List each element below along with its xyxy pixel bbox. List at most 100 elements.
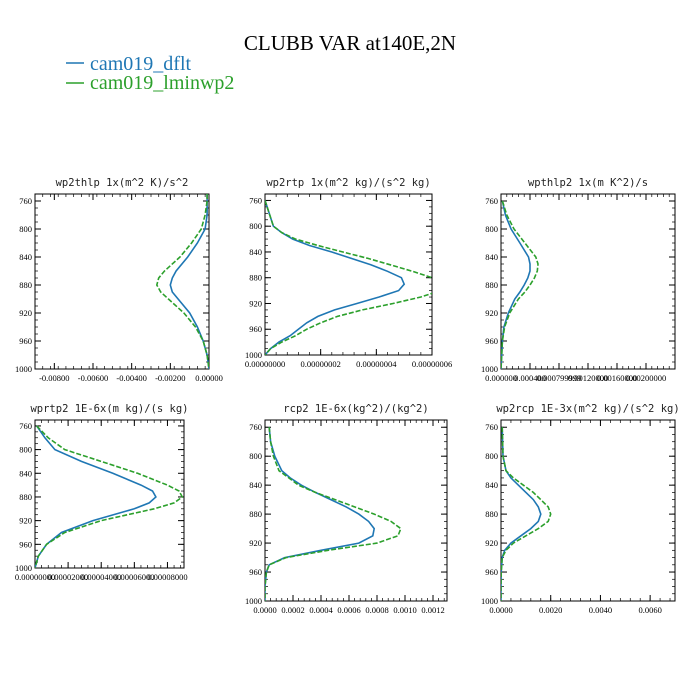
y-tick-label: 760 <box>249 195 262 205</box>
x-tick-label: -0.00200 <box>155 373 185 383</box>
x-tick-label: 0.00008000 <box>147 572 187 582</box>
x-tick-label: 0.00000000 <box>245 359 285 369</box>
x-tick-label: -0.00600 <box>78 373 108 383</box>
x-tick-label: 0.00000 <box>195 373 223 383</box>
panel-title: wprtp2 1E-6x(m kg)/(s kg) <box>30 403 188 415</box>
x-tick-label: 0.00000000 <box>15 572 55 582</box>
series-line-lminwp2 <box>35 425 184 568</box>
y-tick-label: 880 <box>19 492 32 502</box>
y-tick-label: 760 <box>485 196 498 206</box>
legend-label-lminwp2: cam019_lminwp2 <box>90 72 234 94</box>
axes-frame <box>500 193 676 370</box>
x-tick-label: 0.00006000 <box>114 572 154 582</box>
y-tick-label: 800 <box>19 445 32 455</box>
x-tick-label: 0.00200000 <box>626 373 666 383</box>
y-tick-label: 760 <box>249 422 262 432</box>
axes-frame <box>264 193 433 356</box>
axes-frame <box>500 419 676 602</box>
y-tick-label: 840 <box>485 252 498 262</box>
y-tick-label: 800 <box>249 221 262 231</box>
series-line-lminwp2 <box>501 427 552 601</box>
panel-title: rcp2 1E-6x(kg^2)/(kg^2) <box>283 403 428 415</box>
x-tick-label: 0.0000 <box>253 605 276 615</box>
panel-3: wpthlp2 1x(m K^2)/s 760 800 840 880 920 960 100… <box>481 177 676 383</box>
panel-4: wprtp2 1E-6x(m kg)/(s kg) 760 800 840 880 920… <box>15 403 189 582</box>
y-tick-label: 800 <box>485 224 498 234</box>
x-tick-label: -0.00400 <box>116 373 146 383</box>
y-tick-label: 1000 <box>15 364 32 374</box>
y-tick-label: 800 <box>485 451 498 461</box>
panel-title: wp2rtp 1x(m^2 kg)/(s^2 kg) <box>266 177 430 189</box>
y-tick-label: 760 <box>19 421 32 431</box>
x-tick-label: 0.0060 <box>638 605 661 615</box>
x-tick-label: 0.00002000 <box>48 572 88 582</box>
y-tick-label: 960 <box>19 336 32 346</box>
y-tick-label: 960 <box>485 567 498 577</box>
y-tick-label: 960 <box>19 539 32 549</box>
y-tick-label: 920 <box>485 308 498 318</box>
x-tick-label: 0.00004000 <box>81 572 121 582</box>
x-tick-label: 0.000400 <box>514 373 546 383</box>
legend-label-dflt: cam019_dflt <box>90 53 192 75</box>
y-tick-label: 840 <box>249 480 262 490</box>
y-tick-label: 880 <box>485 509 498 519</box>
series-line-lminwp2 <box>155 194 209 369</box>
axes-frame <box>264 419 448 602</box>
y-tick-label: 800 <box>249 451 262 461</box>
x-tick-label: 0.000799999 <box>537 373 582 383</box>
panel-2: wp2rtp 1x(m^2 kg)/(s^2 kg) 760 800 840 880 92… <box>245 177 452 369</box>
y-tick-label: 920 <box>249 538 262 548</box>
y-tick-label: 840 <box>19 252 32 262</box>
y-tick-label: 840 <box>249 247 262 257</box>
x-tick-label: 0.0012 <box>421 605 444 615</box>
y-tick-label: 920 <box>19 516 32 526</box>
y-tick-label: 1000 <box>245 350 262 360</box>
x-tick-label: 0.000000 <box>485 373 517 383</box>
y-tick-label: 920 <box>249 298 262 308</box>
panel-1: wp2thlp 1x(m^2 K)/s^2 760 800 840 880 920 960 1… <box>15 177 223 383</box>
panel-title: wp2rcp 1E-3x(m^2 kg)/(s^2 kg) <box>496 403 679 415</box>
y-tick-label: 880 <box>19 280 32 290</box>
panel-title: wpthlp2 1x(m K^2)/s <box>528 177 648 189</box>
y-tick-label: 760 <box>19 196 32 206</box>
x-tick-label: 0.0006 <box>337 605 360 615</box>
y-tick-label: 920 <box>19 308 32 318</box>
panel-6: wp2rcp 1E-3x(m^2 kg)/(s^2 kg) 760 800 840 88… <box>481 403 680 615</box>
y-tick-label: 960 <box>249 324 262 334</box>
series-line-lminwp2 <box>265 427 402 601</box>
x-tick-label: 0.00120000 <box>568 373 608 383</box>
x-tick-label: 0.00000002 <box>300 359 340 369</box>
y-tick-label: 1000 <box>245 596 262 606</box>
series-line-dflt <box>169 194 209 369</box>
axes-frame <box>34 419 185 569</box>
y-tick-label: 960 <box>485 336 498 346</box>
y-tick-label: 880 <box>485 280 498 290</box>
y-tick-label: 1000 <box>481 364 498 374</box>
series-line-dflt <box>265 200 406 355</box>
legend: cam019_dflt cam019_lminwp2 <box>66 53 234 94</box>
x-tick-label: 0.00160000 <box>597 373 637 383</box>
x-tick-label: -0.00800 <box>39 373 69 383</box>
x-tick-label: 0.0040 <box>589 605 612 615</box>
x-tick-label: 0.0010 <box>393 605 416 615</box>
panel-title: wp2thlp 1x(m^2 K)/s^2 <box>56 177 189 189</box>
panel-5: rcp2 1E-6x(kg^2)/(kg^2) 760 800 840 880 920 96… <box>245 403 448 615</box>
y-tick-label: 840 <box>19 468 32 478</box>
panel-grid: wp2thlp 1x(m^2 K)/s^2 760 800 840 880 920 960 1… <box>15 177 680 615</box>
x-tick-label: 0.0008 <box>365 605 388 615</box>
x-tick-label: 0.0000 <box>489 605 512 615</box>
x-tick-label: 0.0004 <box>309 605 333 615</box>
y-tick-label: 920 <box>485 538 498 548</box>
series-line-dflt <box>501 200 531 369</box>
series-line-dflt <box>35 425 157 568</box>
axes-frame <box>34 193 210 370</box>
series-line-lminwp2 <box>265 200 432 355</box>
x-tick-label: 0.00000006 <box>412 359 452 369</box>
series-line-dflt <box>265 427 376 601</box>
y-tick-label: 1000 <box>15 563 32 573</box>
y-tick-label: 1000 <box>481 596 498 606</box>
x-tick-label: 0.0002 <box>281 605 304 615</box>
x-tick-label: 0.00000004 <box>356 359 397 369</box>
y-tick-label: 960 <box>249 567 262 577</box>
